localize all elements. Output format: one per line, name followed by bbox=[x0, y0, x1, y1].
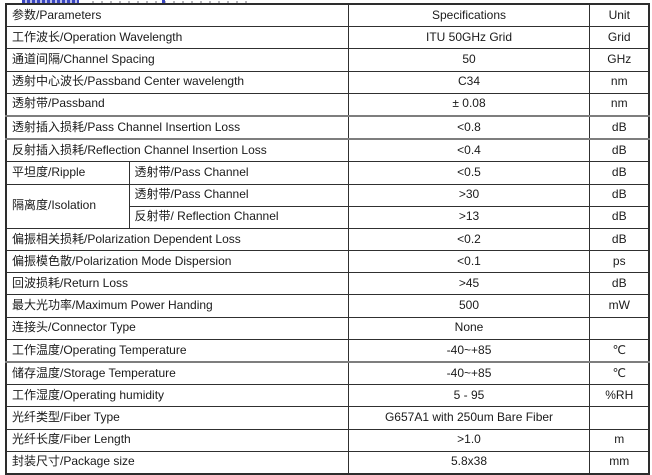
parameter-cell: 回波损耗/Return Loss bbox=[5, 272, 349, 296]
table-row: 透射带/Passband ± 0.08 nm bbox=[5, 92, 650, 117]
specification-cell: ± 0.08 bbox=[347, 92, 590, 117]
parameter-column-header: 参数/Parameters bbox=[5, 3, 349, 28]
parameter-cell: 储存温度/Storage Temperature bbox=[5, 361, 349, 386]
unit-cell: ps bbox=[588, 250, 650, 274]
table-row: 反射插入损耗/Reflection Channel Insertion Loss… bbox=[5, 138, 650, 163]
specification-cell: <0.1 bbox=[347, 250, 590, 274]
sub-parameter-cell: 反射带/ Reflection Channel bbox=[128, 205, 349, 229]
specification-cell: None bbox=[347, 316, 590, 340]
parameter-cell: 透射插入损耗/Pass Channel Insertion Loss bbox=[5, 115, 349, 141]
table-row: 平坦度/Ripple 透射带/Pass Channel <0.5 dB bbox=[5, 161, 650, 185]
unit-cell: GHz bbox=[588, 48, 650, 72]
specification-cell: 500 bbox=[347, 294, 590, 318]
specification-cell: <0.8 bbox=[347, 115, 590, 141]
specification-cell: 5 - 95 bbox=[347, 384, 590, 408]
parameter-cell: 最大光功率/Maximum Power Handing bbox=[5, 294, 349, 318]
unit-cell: dB bbox=[588, 138, 650, 163]
parameter-cell: 透射中心波长/Passband Center wavelength bbox=[5, 70, 349, 94]
sub-parameter-cell: 透射带/Pass Channel bbox=[128, 161, 349, 185]
specification-cell: -40~+85 bbox=[347, 338, 590, 363]
parameter-cell: 通道间隔/Channel Spacing bbox=[5, 48, 349, 72]
specification-cell: >45 bbox=[347, 272, 590, 296]
unit-cell: nm bbox=[588, 92, 650, 117]
unit-cell: dB bbox=[588, 272, 650, 296]
unit-cell: mW bbox=[588, 294, 650, 318]
table-header-row: 参数/Parameters Specifications Unit bbox=[5, 3, 650, 28]
unit-cell: dB bbox=[588, 227, 650, 252]
parameter-cell: 连接头/Connector Type bbox=[5, 316, 349, 340]
specification-cell: -40~+85 bbox=[347, 361, 590, 386]
unit-cell: dB bbox=[588, 205, 650, 229]
table-row: 通道间隔/Channel Spacing 50 GHz bbox=[5, 48, 650, 72]
parameter-group-cell: 隔离度/Isolation bbox=[5, 183, 130, 229]
specification-cell: 50 bbox=[347, 48, 590, 72]
specification-cell: G657A1 with 250um Bare Fiber bbox=[347, 406, 590, 430]
specification-cell: <0.4 bbox=[347, 138, 590, 163]
specification-cell: C34 bbox=[347, 70, 590, 94]
parameter-cell: 反射插入损耗/Reflection Channel Insertion Loss bbox=[5, 138, 349, 163]
unit-cell: ℃ bbox=[588, 338, 650, 363]
specifications-table: 参数/Parameters Specifications Unit 工作波长/Oper… bbox=[5, 3, 651, 475]
unit-cell: mm bbox=[588, 450, 650, 475]
unit-cell bbox=[588, 406, 650, 430]
parameter-cell: 偏振模色散/Polarization Mode Dispersion bbox=[5, 250, 349, 274]
table-row: 光纤长度/Fiber Length >1.0 m bbox=[5, 428, 650, 452]
table-row: 光纤类型/Fiber Type G657A1 with 250um Bare Fi… bbox=[5, 406, 650, 430]
unit-column-header: Unit bbox=[588, 3, 650, 28]
table-row: 工作波长/Operation Wavelength ITU 50GHz Grid G… bbox=[5, 26, 650, 50]
unit-cell: dB bbox=[588, 183, 650, 207]
specifications-table-body: 参数/Parameters Specifications Unit 工作波长/Oper… bbox=[5, 3, 650, 475]
parameter-cell: 封装尺寸/Package size bbox=[5, 450, 349, 475]
table-row: 最大光功率/Maximum Power Handing 500 mW bbox=[5, 294, 650, 318]
clipped-text-descender-mark bbox=[162, 0, 165, 4]
unit-cell: m bbox=[588, 428, 650, 452]
table-row: 隔离度/Isolation 透射带/Pass Channel >30 dB bbox=[5, 183, 650, 229]
parameter-group-cell: 平坦度/Ripple bbox=[5, 161, 130, 185]
table-row: 回波损耗/Return Loss >45 dB bbox=[5, 272, 650, 296]
specification-cell: >30 bbox=[347, 183, 590, 207]
parameter-cell: 工作温度/Operating Temperature bbox=[5, 338, 349, 363]
table-row: 工作温度/Operating Temperature -40~+85 ℃ bbox=[5, 338, 650, 363]
specification-cell: >13 bbox=[347, 205, 590, 229]
table-row: 封装尺寸/Package size 5.8x38 mm bbox=[5, 450, 650, 475]
specification-cell: >1.0 bbox=[347, 428, 590, 452]
specification-cell: <0.2 bbox=[347, 227, 590, 252]
specification-cell: ITU 50GHz Grid bbox=[347, 26, 590, 50]
clipped-gray-text-remnants bbox=[92, 1, 252, 4]
unit-cell: dB bbox=[588, 115, 650, 141]
specification-cell: <0.5 bbox=[347, 161, 590, 185]
unit-cell: Grid bbox=[588, 26, 650, 50]
sub-parameter-cell: 透射带/Pass Channel bbox=[128, 183, 349, 207]
unit-cell bbox=[588, 316, 650, 340]
table-row: 透射插入损耗/Pass Channel Insertion Loss <0.8 dB bbox=[5, 115, 650, 141]
unit-cell: dB bbox=[588, 161, 650, 185]
parameter-cell: 光纤类型/Fiber Type bbox=[5, 406, 349, 430]
parameter-cell: 工作波长/Operation Wavelength bbox=[5, 26, 349, 50]
parameter-cell: 工作湿度/Operating humidity bbox=[5, 384, 349, 408]
specifications-column-header: Specifications bbox=[347, 3, 590, 28]
table-row: 透射中心波长/Passband Center wavelength C34 nm bbox=[5, 70, 650, 94]
table-row: 偏振相关损耗/Polarization Dependent Loss <0.2 dB bbox=[5, 227, 650, 252]
table-row: 偏振模色散/Polarization Mode Dispersion <0.1 ps bbox=[5, 250, 650, 274]
parameter-cell: 透射带/Passband bbox=[5, 92, 349, 117]
unit-cell: ℃ bbox=[588, 361, 650, 386]
unit-cell: %RH bbox=[588, 384, 650, 408]
parameter-cell: 偏振相关损耗/Polarization Dependent Loss bbox=[5, 227, 349, 252]
specification-cell: 5.8x38 bbox=[347, 450, 590, 475]
table-row: 储存温度/Storage Temperature -40~+85 ℃ bbox=[5, 361, 650, 386]
table-row: 连接头/Connector Type None bbox=[5, 316, 650, 340]
parameter-cell: 光纤长度/Fiber Length bbox=[5, 428, 349, 452]
table-row: 工作湿度/Operating humidity 5 - 95 %RH bbox=[5, 384, 650, 408]
unit-cell: nm bbox=[588, 70, 650, 94]
table-row: 反射带/ Reflection Channel >13 dB bbox=[6, 205, 650, 229]
